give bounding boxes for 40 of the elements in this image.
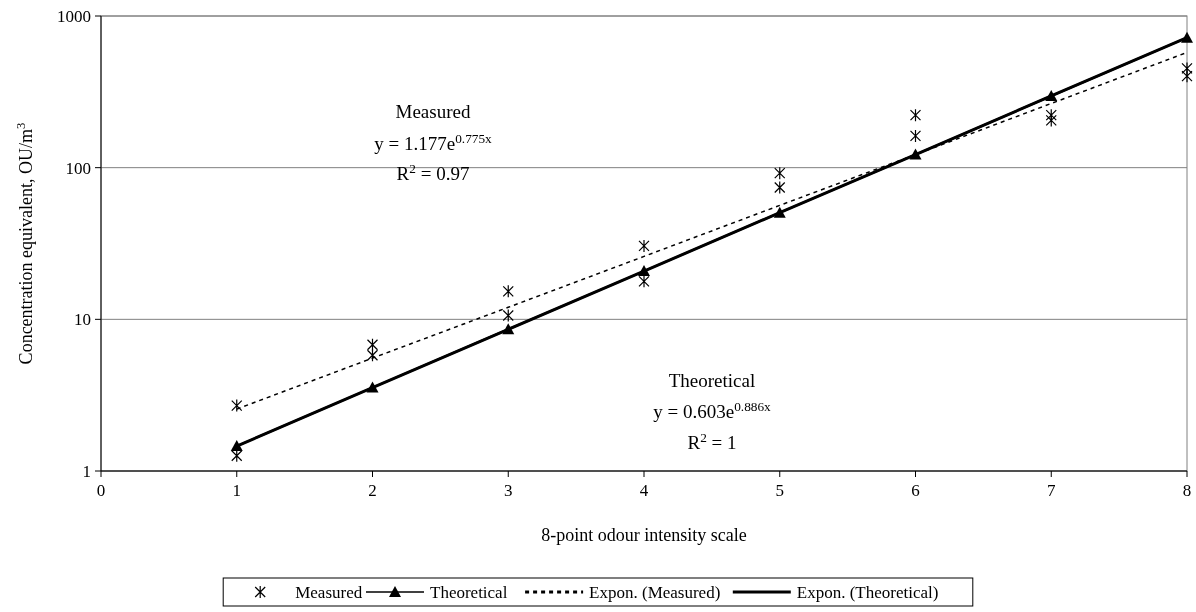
point — [1181, 69, 1193, 83]
x-tick-label: 7 — [1047, 481, 1056, 500]
point — [909, 129, 922, 143]
point — [231, 398, 243, 413]
point — [774, 180, 786, 195]
x-tick-label: 3 — [504, 481, 513, 500]
x-tick-label: 1 — [232, 481, 241, 500]
x-tick-label: 0 — [96, 481, 106, 500]
y-tick-label: 1000 — [57, 7, 91, 26]
y-tick-label: 100 — [65, 158, 91, 178]
annotation: Measured — [395, 101, 471, 122]
y-tick-label: 10 — [74, 310, 91, 330]
point — [638, 239, 650, 253]
x-tick-label: 6 — [911, 481, 920, 500]
point — [638, 274, 650, 288]
annotation: y = 0.603e$^{0.886x}$ — [653, 398, 772, 422]
x-tick-label: 4 — [639, 481, 649, 500]
x-axis-title: 8-point odour intensity scale — [541, 525, 747, 545]
point — [1181, 61, 1193, 76]
annotation: y = 1.177e$^{0.775x}$ — [374, 130, 493, 154]
y-tick-label: 1 — [82, 462, 91, 481]
legend-label: Expon. (Theoretical) — [796, 583, 939, 602]
point — [366, 338, 379, 352]
point — [1045, 113, 1057, 127]
legend-label: Measured — [295, 583, 363, 602]
legend-label: Expon. (Measured) — [589, 583, 721, 602]
point — [1045, 108, 1057, 122]
point — [909, 108, 922, 122]
annotation: R$^{2}$ = 1 — [687, 429, 737, 453]
x-tick-label: 8 — [1182, 481, 1192, 500]
point — [231, 449, 243, 463]
annotation: R$^{2}$ = 0.97 — [396, 160, 470, 184]
x-tick-label: 5 — [775, 481, 784, 500]
point — [774, 166, 786, 180]
annotation: Theoretical — [668, 370, 756, 391]
point — [502, 284, 514, 298]
legend-label: Theoretical — [430, 583, 508, 602]
point — [502, 308, 514, 323]
x-tick-label: 2 — [368, 481, 377, 500]
point — [366, 348, 379, 362]
